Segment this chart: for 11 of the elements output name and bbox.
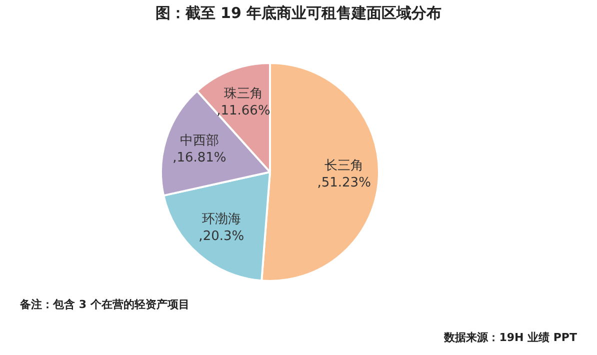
source-note: 数据来源：19H 业绩 PPT (444, 330, 577, 345)
data-label: ,11.66% (216, 104, 270, 119)
data-label: ,20.3% (198, 228, 244, 244)
data-label: ,16.81% (172, 150, 226, 166)
slice-label: 环渤海 (202, 212, 241, 227)
chart-title: 图：截至 19 年底商业可租售建面区域分布 (154, 4, 443, 23)
slice-label: 中西部 (180, 133, 219, 148)
data-label: ,51.23% (317, 176, 371, 191)
slice-label: 珠三角 (224, 86, 263, 102)
slice-label: 长三角 (324, 158, 364, 174)
text: 备注：包含 3 个在营的轻资产项目 (20, 297, 190, 312)
